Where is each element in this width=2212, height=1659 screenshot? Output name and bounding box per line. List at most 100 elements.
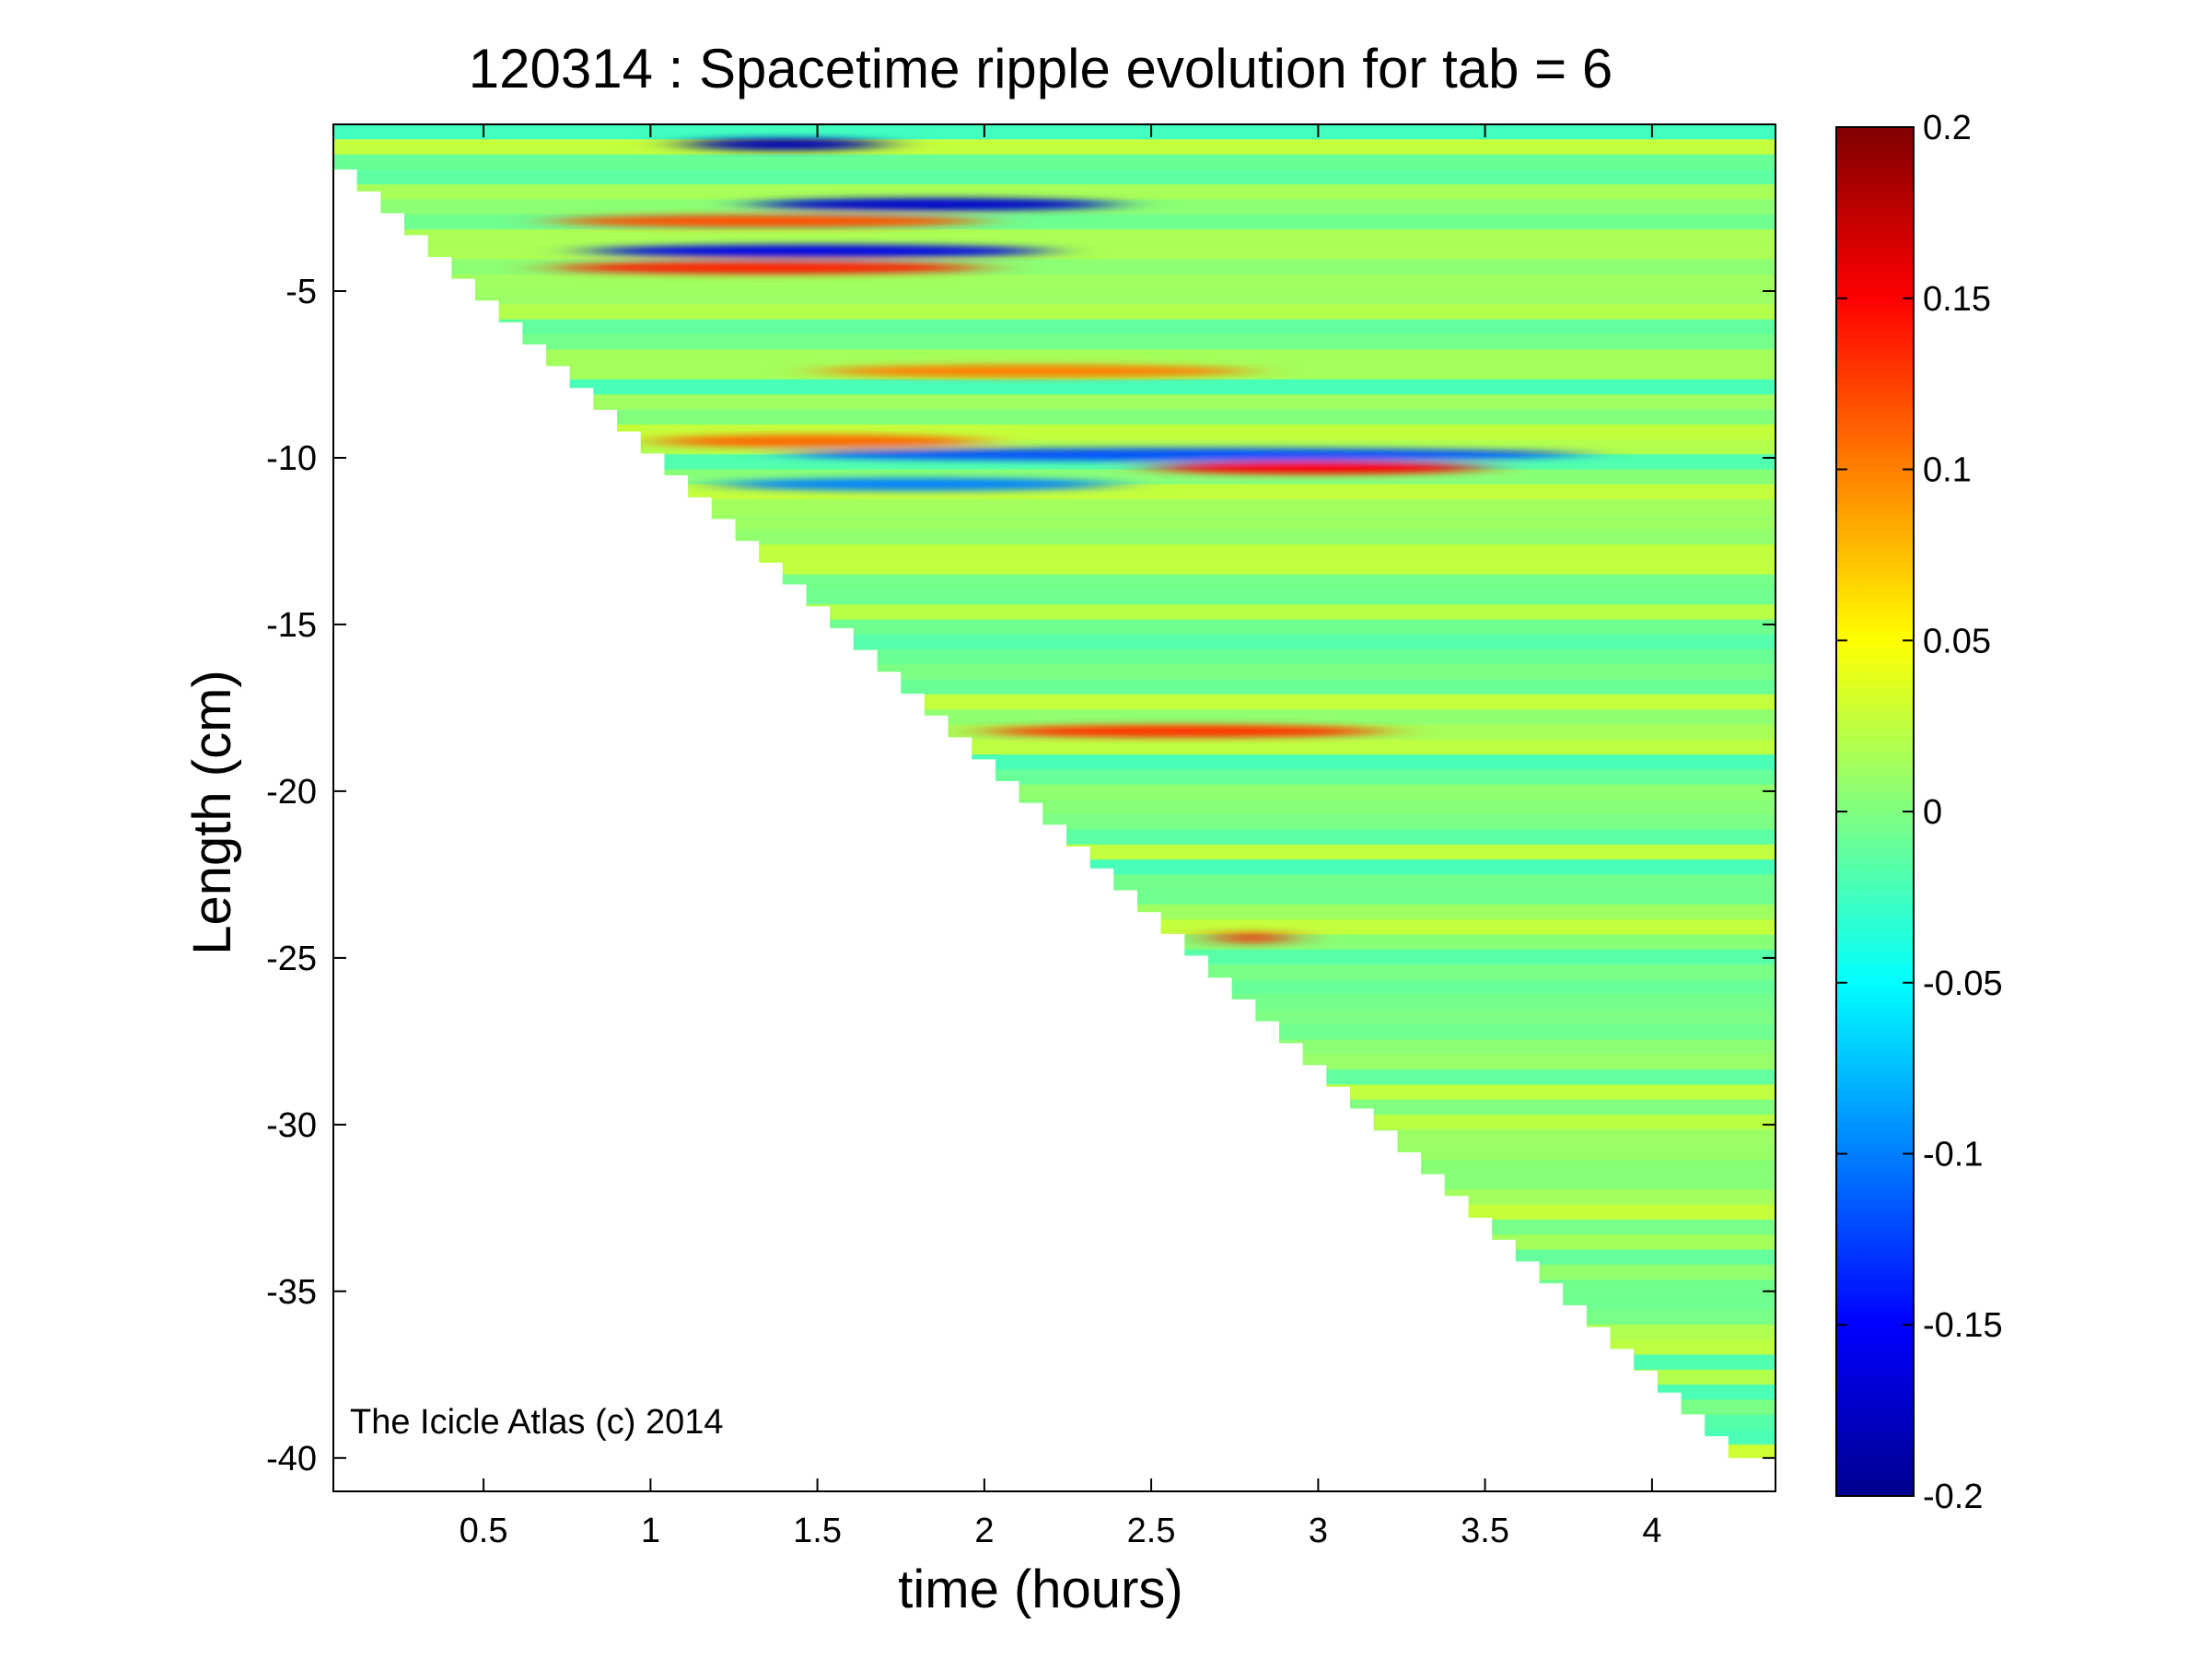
ripple-stripe: [333, 1204, 1775, 1220]
ripple-stripe: [333, 1460, 1775, 1475]
ripple-feature: [550, 215, 984, 228]
ripple-stripe: [333, 1189, 1775, 1205]
colorbar-gradient: [1835, 126, 1915, 1497]
ripple-stripe: [333, 664, 1775, 680]
ripple-stripe: [333, 604, 1775, 620]
heatmap-features: [550, 137, 1586, 945]
ripple-stripe: [333, 649, 1775, 665]
ripple-stripe: [333, 334, 1775, 350]
ripple-stripe: [333, 1084, 1775, 1100]
colorbar-tick-label: 0: [1923, 793, 1942, 832]
ripple-stripe: [333, 589, 1775, 605]
x-tick-label: 2: [974, 1512, 994, 1550]
ripple-feature: [984, 724, 1385, 738]
ripple-feature: [550, 261, 984, 275]
y-tick-label: -35: [266, 1273, 317, 1312]
ripple-stripe: [333, 1069, 1775, 1085]
ripple-stripe: [333, 1369, 1775, 1385]
ripple-stripe: [333, 514, 1775, 530]
ripple-stripe: [333, 1444, 1775, 1458]
ripple-stripe: [333, 934, 1775, 950]
x-tick-label: 1: [641, 1512, 660, 1550]
ripple-stripe: [333, 214, 1775, 229]
ripple-stripe: [333, 1325, 1775, 1340]
y-tick-label: -15: [266, 606, 317, 645]
colorbar-tick-label: 0.15: [1923, 280, 1991, 319]
ripple-stripe: [333, 709, 1775, 725]
y-tick-label: -10: [266, 439, 317, 478]
ripple-feature: [751, 197, 1118, 211]
ripple-stripe: [333, 1384, 1775, 1400]
ripple-stripe: [333, 964, 1775, 980]
colorbar-tick-label: -0.1: [1923, 1136, 1983, 1174]
credit-annotation: The Icicle Atlas (c) 2014: [350, 1403, 724, 1442]
ripple-stripe: [333, 1354, 1775, 1370]
ripple-stripe: [333, 1279, 1775, 1295]
colorbar-tick-label: -0.2: [1923, 1478, 1983, 1516]
x-axis-label: time (hours): [898, 1560, 1182, 1619]
ripple-stripe: [333, 919, 1775, 935]
ripple-stripe: [333, 1129, 1775, 1145]
heatmap-layer: [333, 124, 1775, 1490]
ripple-stripe: [333, 754, 1775, 770]
y-axis-ticks: -5 -10 -15 -20 -25 -30 -35 -40: [266, 273, 1775, 1478]
ripple-stripe: [333, 859, 1775, 875]
ripple-stripe: [333, 259, 1775, 275]
ripple-stripe: [333, 1024, 1775, 1040]
ripple-stripe: [333, 949, 1775, 965]
chart-title: 120314 : Spacetime ripple evolution for …: [469, 38, 1612, 99]
ripple-stripe: [333, 739, 1775, 755]
ripple-stripe: [333, 529, 1775, 545]
ripple-feature: [1217, 931, 1286, 945]
ripple-feature: [817, 364, 1252, 378]
ripple-stripe: [333, 124, 1775, 140]
ripple-stripe: [333, 1294, 1775, 1310]
ripple-stripe: [333, 289, 1775, 305]
ripple-stripe: [333, 829, 1775, 845]
ripple-stripe: [333, 619, 1775, 635]
ripple-stripe: [333, 1174, 1775, 1190]
ripple-stripe: [333, 349, 1775, 365]
ripple-feature: [1151, 461, 1485, 474]
ripple-stripe: [333, 994, 1775, 1010]
colorbar-tick-label: -0.05: [1923, 964, 2003, 1003]
x-tick-label: 3: [1309, 1512, 1328, 1550]
ripple-stripe: [333, 800, 1775, 815]
ripple-stripe: [333, 229, 1775, 245]
ripple-stripe: [333, 814, 1775, 830]
ripple-stripe: [333, 304, 1775, 320]
ripple-stripe: [333, 1475, 1775, 1490]
ripple-stripe: [333, 319, 1775, 334]
y-axis-label: Length (cm): [182, 670, 242, 954]
x-tick-label: 4: [1642, 1512, 1661, 1550]
ripple-stripe: [333, 379, 1775, 395]
ripple-stripe: [333, 1159, 1775, 1175]
ripple-stripe: [333, 905, 1775, 920]
colorbar-ticks: 0.2 0.15 0.1 0.05 0 -0.05 -0.1 -0.15 -0.2: [1836, 109, 2003, 1516]
ripple-feature: [583, 244, 1052, 258]
colorbar-tick-label: 0.2: [1923, 109, 1972, 147]
ripple-stripe: [333, 1115, 1775, 1130]
ripple-stripe: [333, 784, 1775, 800]
y-tick-label: -5: [285, 273, 317, 311]
ripple-stripe: [333, 1234, 1775, 1250]
ripple-feature: [683, 137, 885, 151]
plot-frame: [332, 123, 1776, 1492]
colorbar-tick-label: 0.05: [1923, 622, 1991, 660]
ripple-stripe: [333, 1309, 1775, 1325]
y-tick-label: -25: [266, 940, 317, 978]
ripple-stripe: [333, 1039, 1775, 1055]
ripple-feature: [716, 477, 1118, 491]
ripple-stripe: [333, 1220, 1775, 1235]
y-tick-label: -20: [266, 773, 317, 812]
ripple-stripe: [333, 1054, 1775, 1070]
ripple-stripe: [333, 844, 1775, 860]
ripple-stripe: [333, 874, 1775, 890]
ripple-stripe: [333, 679, 1775, 695]
ripple-stripe: [333, 1264, 1775, 1280]
ripple-stripe: [333, 574, 1775, 590]
ripple-stripe: [333, 409, 1775, 425]
x-tick-label: 1.5: [793, 1512, 842, 1550]
plot-area: 0.5 1 1.5 2 2.5 3 3.5 4 -5 -10 -15 -20 -25 -30 -35 -40: [266, 123, 1776, 1550]
